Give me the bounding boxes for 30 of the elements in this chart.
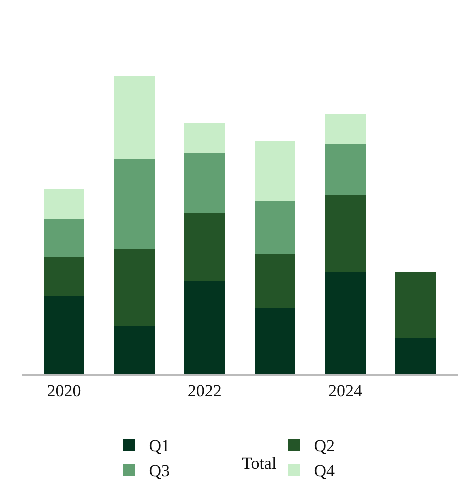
bar: [114, 248, 155, 326]
bar: [325, 195, 366, 273]
bar: [254, 141, 296, 202]
x-tick-label: 2020: [47, 381, 82, 400]
bar: [44, 258, 85, 296]
legend-label: Q3: [149, 462, 170, 481]
bar: [44, 296, 85, 374]
x-tick-label: 2024: [328, 381, 363, 400]
bar: [325, 272, 366, 374]
x-tick-label: 2022: [188, 381, 222, 400]
bar: [254, 308, 296, 374]
bar: [44, 218, 85, 258]
bar: [114, 326, 155, 374]
bar: [395, 272, 436, 338]
bar: [44, 189, 85, 219]
bar: [254, 201, 296, 255]
bar: [254, 254, 296, 308]
bar: [184, 212, 226, 282]
text: Total: [242, 454, 277, 473]
bar: [184, 153, 226, 213]
legend-label: Q1: [149, 436, 170, 456]
bar: [325, 144, 366, 196]
bar: [395, 338, 436, 374]
bar: [184, 124, 226, 154]
bar: [114, 159, 155, 249]
bar: [184, 282, 226, 374]
bar: [325, 114, 366, 144]
bar: [114, 76, 155, 160]
legend-label: Q2: [314, 436, 335, 456]
legend-label: Q4: [314, 462, 336, 481]
